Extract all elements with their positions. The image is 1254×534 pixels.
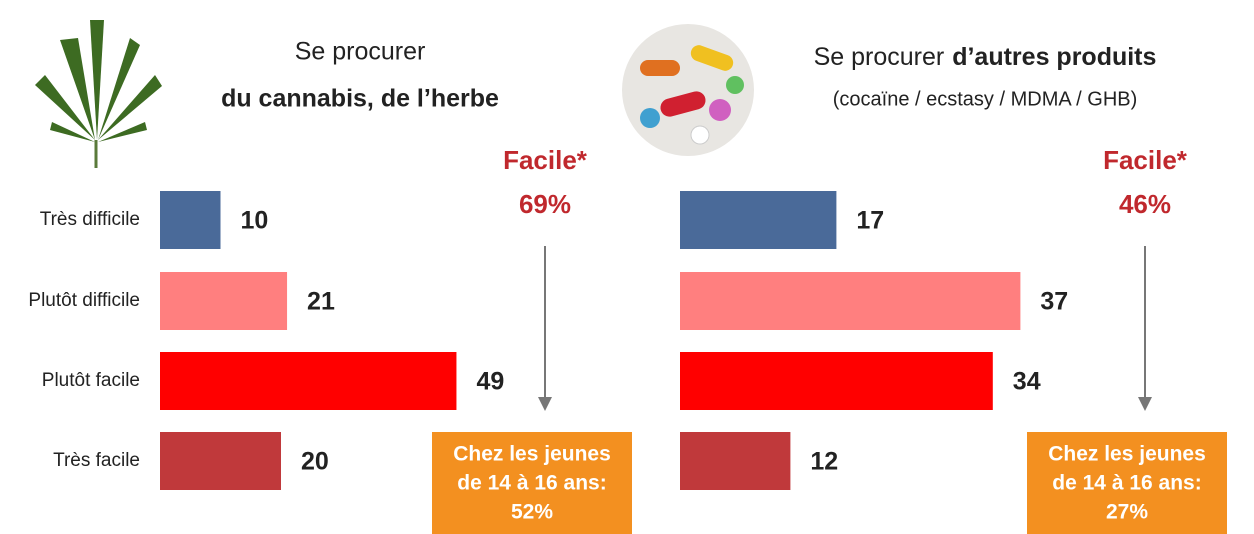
chart-subtitle: (cocaïne / ecstasy / MDMA / GHB) [833,88,1138,110]
bar [680,191,837,249]
value-label: 12 [810,448,838,476]
value-label: 10 [241,207,269,235]
callout-text: Chez les jeunes [453,443,611,466]
value-label: 21 [307,288,335,316]
bar [160,432,281,490]
annotation-value: 46% [1119,189,1171,219]
category-label: Plutôt difficile [28,290,140,311]
annotation-label: Facile* [503,145,588,175]
chart-title: Se procurer d’autres produits [814,43,1157,71]
pills-image [622,24,754,156]
value-label: 49 [476,368,504,396]
annotation-value: 69% [519,189,571,219]
title-part: d’autres produits [952,43,1156,71]
value-label: 37 [1040,288,1068,316]
chart-title: du cannabis, de l’herbe [221,85,499,113]
bar [680,432,791,490]
category-label: Plutôt facile [42,370,140,391]
callout-text: 52% [511,501,553,524]
bar [160,191,221,249]
bar [680,272,1021,330]
callout-text: Chez les jeunes [1048,443,1206,466]
value-label: 17 [856,207,884,235]
callout-text: de 14 à 16 ans: [457,472,606,495]
bar [160,352,457,410]
cannabis-leaf [35,20,162,168]
value-label: 20 [301,448,329,476]
callout-text: 27% [1106,501,1148,524]
chart-title: Se procurer [295,38,426,66]
category-label: Très facile [53,450,140,471]
title-part: Se procurer [814,43,945,71]
category-label: Très difficile [40,209,140,230]
callout-box [1027,432,1227,534]
callout-box [432,432,632,534]
value-label: 34 [1013,368,1041,396]
bar [680,352,993,410]
arrow-head [538,397,552,411]
bar [160,272,288,330]
annotation-label: Facile* [1103,145,1188,175]
arrow-head [1138,397,1152,411]
callout-text: de 14 à 16 ans: [1052,472,1201,495]
